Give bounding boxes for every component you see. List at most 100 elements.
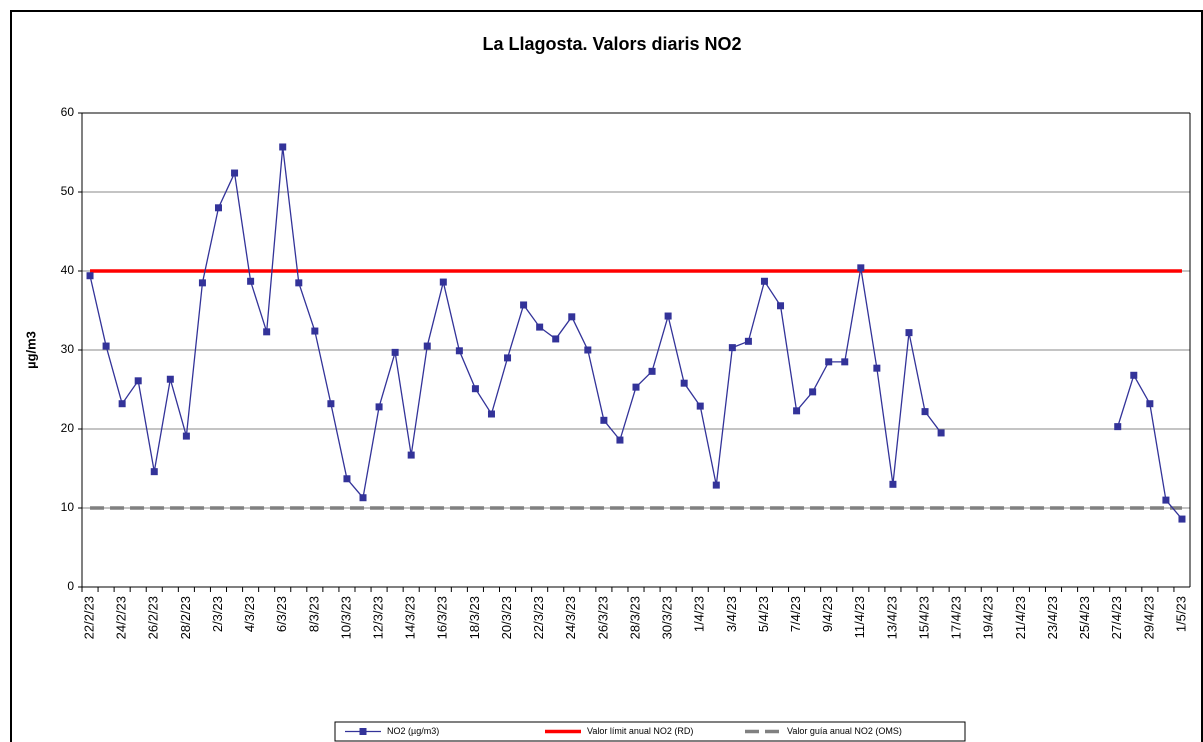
data-point <box>648 367 656 375</box>
x-tick-label: 22/2/23 <box>81 596 96 639</box>
data-point <box>295 279 303 287</box>
legend-marker <box>359 728 367 735</box>
x-tick-label: 28/3/23 <box>627 596 642 639</box>
y-tick-label: 10 <box>61 500 75 514</box>
data-point <box>1146 400 1154 408</box>
data-point <box>728 344 736 352</box>
x-tick-label: 1/5/23 <box>1173 596 1188 632</box>
x-tick-label: 26/3/23 <box>595 596 610 639</box>
x-tick-label: 25/4/23 <box>1077 596 1092 639</box>
data-point <box>921 408 929 416</box>
legend-label: Valor límit anual NO2 (RD) <box>587 726 693 736</box>
x-tick-label: 16/3/23 <box>435 596 450 639</box>
data-point <box>616 436 624 444</box>
series-line <box>89 146 1183 520</box>
data-point <box>664 312 672 320</box>
data-point <box>905 329 913 337</box>
data-point <box>1130 371 1138 379</box>
data-point <box>873 364 881 372</box>
y-tick-label: 50 <box>61 184 75 198</box>
x-tick-label: 23/4/23 <box>1045 596 1060 639</box>
data-point <box>118 400 126 408</box>
x-tick-label: 8/3/23 <box>306 596 321 632</box>
x-tick-label: 30/3/23 <box>660 596 675 639</box>
data-point <box>712 481 720 489</box>
x-tick-label: 28/2/23 <box>178 596 193 639</box>
y-tick-label: 40 <box>61 263 75 277</box>
data-point <box>391 348 399 356</box>
x-tick-label: 7/4/23 <box>788 596 803 632</box>
data-point <box>375 403 383 411</box>
x-tick-label: 9/4/23 <box>820 596 835 632</box>
x-tick-label: 27/4/23 <box>1109 596 1124 639</box>
data-point <box>937 429 945 437</box>
data-point <box>86 272 94 280</box>
data-point <box>568 313 576 321</box>
data-point <box>760 277 768 285</box>
data-point <box>182 432 190 440</box>
x-tick-label: 24/2/23 <box>114 596 129 639</box>
x-tick-label: 21/4/23 <box>1013 596 1028 639</box>
data-point <box>889 480 897 488</box>
x-tick-label: 29/4/23 <box>1141 596 1156 639</box>
data-point <box>487 410 495 418</box>
data-point <box>166 375 174 383</box>
data-point <box>214 204 222 212</box>
x-tick-label: 22/3/23 <box>531 596 546 639</box>
x-tick-label: 13/4/23 <box>884 596 899 639</box>
data-point <box>327 400 335 408</box>
data-point <box>198 279 206 287</box>
x-tick-label: 2/3/23 <box>210 596 225 632</box>
x-tick-label: 26/2/23 <box>146 596 161 639</box>
y-tick-label: 30 <box>61 342 75 356</box>
legend-label: NO2 (µg/m3) <box>387 726 439 736</box>
data-point <box>1114 423 1122 431</box>
data-point <box>793 407 801 415</box>
x-tick-label: 20/3/23 <box>499 596 514 639</box>
data-point <box>423 342 431 350</box>
data-point <box>359 494 367 502</box>
data-point <box>552 335 560 343</box>
data-point <box>536 323 544 331</box>
x-tick-label: 14/3/23 <box>403 596 418 639</box>
data-point <box>809 388 817 396</box>
x-tick-label: 24/3/23 <box>563 596 578 639</box>
y-tick-label: 60 <box>61 105 75 119</box>
data-point <box>680 379 688 387</box>
data-point <box>600 416 608 424</box>
y-tick-label: 0 <box>67 579 74 593</box>
x-tick-label: 6/3/23 <box>274 596 289 632</box>
data-point <box>841 358 849 366</box>
data-point <box>231 169 239 177</box>
x-tick-label: 10/3/23 <box>338 596 353 639</box>
x-tick-label: 17/4/23 <box>949 596 964 639</box>
legend-label: Valor guía anual NO2 (OMS) <box>787 726 902 736</box>
data-point <box>279 143 287 151</box>
x-tick-label: 5/4/23 <box>756 596 771 632</box>
data-point <box>744 337 752 345</box>
x-tick-label: 1/4/23 <box>692 596 707 632</box>
data-point <box>777 302 785 310</box>
x-tick-label: 15/4/23 <box>916 596 931 639</box>
x-tick-label: 3/4/23 <box>724 596 739 632</box>
frame <box>10 10 1203 742</box>
data-point <box>584 346 592 354</box>
data-point <box>520 301 528 309</box>
data-point <box>504 354 512 362</box>
data-point <box>632 383 640 391</box>
chart-title: La Llagosta. Valors diaris NO2 <box>482 34 741 54</box>
data-point <box>857 264 865 272</box>
data-point <box>696 402 704 410</box>
data-point <box>1162 496 1170 504</box>
x-tick-label: 19/4/23 <box>981 596 996 639</box>
data-point <box>247 277 255 285</box>
x-tick-label: 4/3/23 <box>242 596 257 632</box>
data-point <box>150 468 158 476</box>
data-point <box>455 347 463 355</box>
data-point <box>825 358 833 366</box>
data-point <box>1178 515 1186 523</box>
data-point <box>471 385 479 393</box>
data-point <box>134 377 142 385</box>
x-tick-label: 12/3/23 <box>371 596 386 639</box>
